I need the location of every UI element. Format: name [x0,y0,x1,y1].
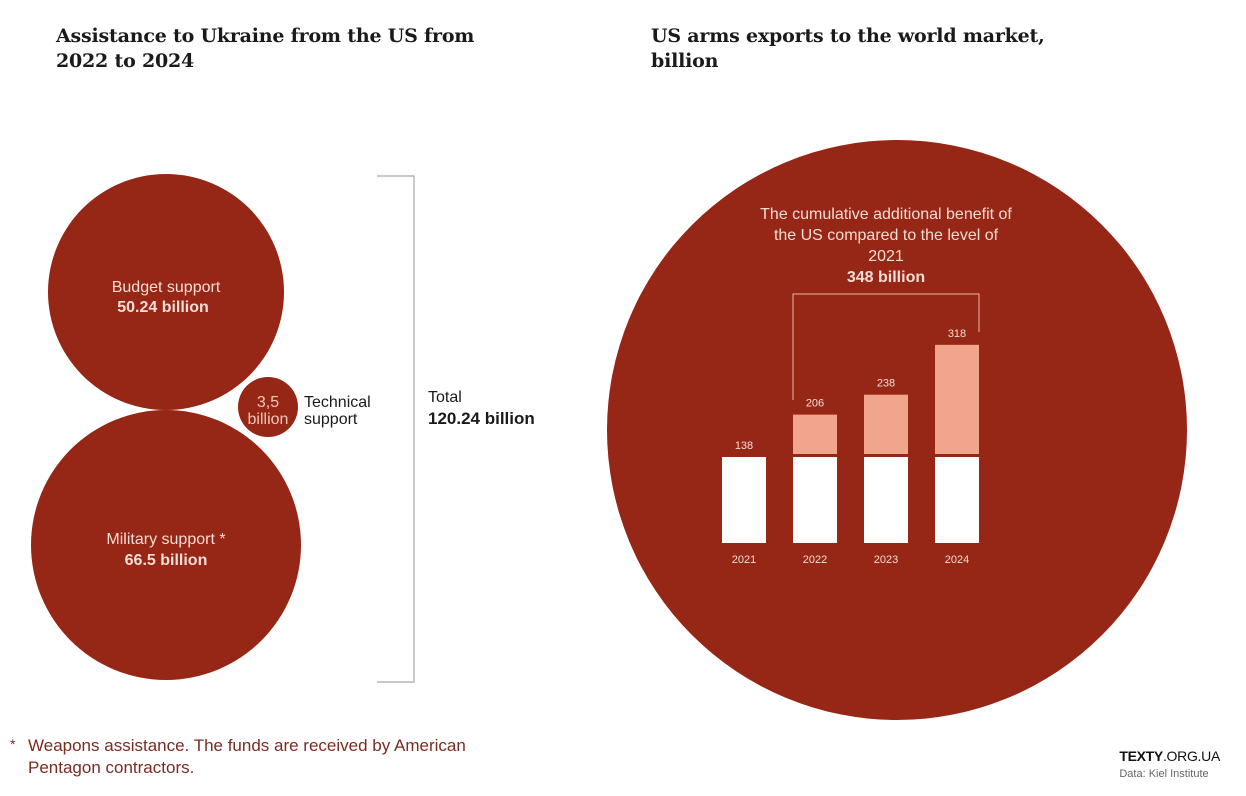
left-chart-title: Assistance to Ukraine from the US from 2… [56,25,475,72]
annotation-line1: The cumulative additional benefit of [760,206,1012,223]
budget-support-value: 50.24 billion [117,299,209,316]
military-support-label: Military support * [106,531,225,548]
bar-extra-2022 [793,414,837,454]
annotation-value: 348 billion [847,269,925,286]
x-tick-label-2024: 2024 [945,554,969,566]
technical-support-label-line1: Technical [304,394,371,411]
data-source: Data: Kiel Institute [1119,768,1209,780]
bar-extra-2024 [935,344,979,454]
military-support-bubble [31,410,301,680]
budget-support-bubble [48,174,284,410]
x-tick-label-2022: 2022 [803,554,827,566]
technical-support-value-line1: 3,5 [257,394,279,411]
annotation-line2: the US compared to the level of [774,227,999,244]
footnote: * Weapons assistance. The funds are rece… [10,735,468,779]
technical-support-value-line2: billion [248,411,289,428]
logo-bold: TEXTY [1119,748,1163,764]
bar-base-2022 [793,457,837,543]
footnote-text: Weapons assistance. The funds are receiv… [28,736,466,777]
bar-base-2024 [935,457,979,543]
right-chart-title: US arms exports to the world market, bil… [651,25,1045,72]
cumulative-bracket [792,293,980,400]
bar-value-label-2023: 238 [877,378,895,390]
texty-logo[interactable]: TEXTY.ORG.UA [1119,748,1220,764]
military-support-value: 66.5 billion [125,552,208,569]
bar-value-label-2022: 206 [806,398,824,410]
budget-support-label: Budget support [112,279,221,296]
bar-base-2023 [864,457,908,543]
footnote-star: * [10,736,16,752]
logo-rest: .ORG.UA [1162,748,1220,764]
bar-value-label-2024: 318 [948,328,966,340]
bar-base-2021 [722,457,766,543]
total-label: Total [428,389,462,406]
arms-exports-bars: 138 2021 206 2022 238 2023 318 2024 [722,328,979,566]
bar-value-label-2021: 138 [735,440,753,452]
total-bracket [377,175,415,683]
x-tick-label-2023: 2023 [874,554,898,566]
total-value: 120.24 billion [428,409,535,428]
x-tick-label-2021: 2021 [732,554,756,566]
technical-support-bubble [238,377,298,437]
brand-block: TEXTY.ORG.UA Data: Kiel Institute [1119,748,1220,780]
bar-extra-2023 [864,394,908,454]
assistance-bubbles: Budget support 50.24 billion Military su… [31,174,371,680]
technical-support-label-line2: support [304,411,358,428]
annotation-line3: 2021 [868,248,904,265]
